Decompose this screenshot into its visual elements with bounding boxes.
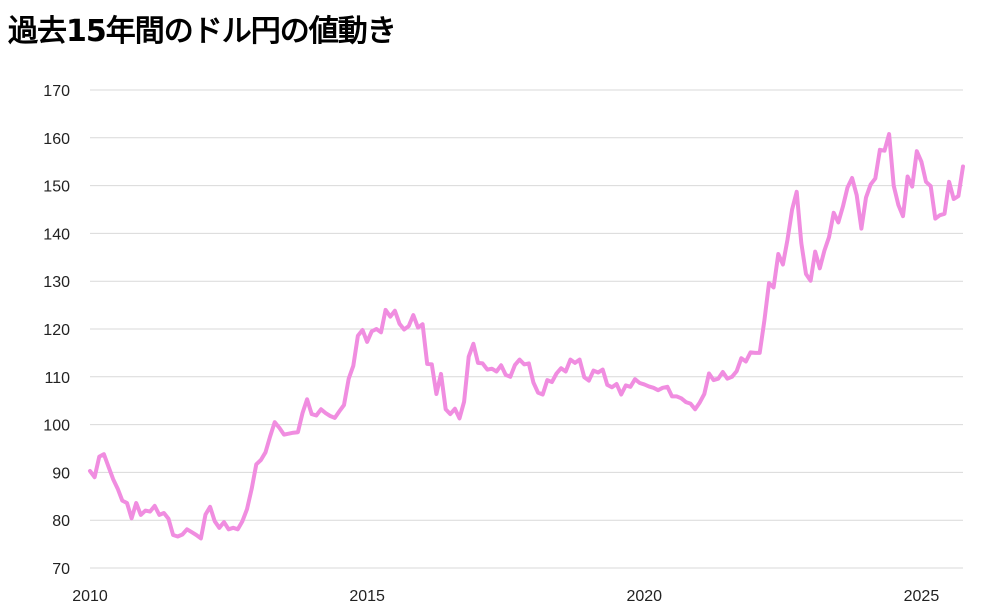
series-layer [88, 132, 965, 541]
y-tick-label: 90 [52, 465, 70, 482]
y-tick-label: 80 [52, 513, 70, 530]
x-axis-ticks: 2010 2015 2020 2025 [72, 588, 939, 605]
y-tick-label: 140 [43, 226, 70, 243]
series-line-0 [88, 132, 965, 541]
y-tick-label: 70 [52, 561, 70, 578]
x-tick-label: 2015 [349, 588, 385, 605]
y-axis-ticks: 70 80 90 100 110 120 130 140 150 160 170 [43, 83, 70, 578]
y-tick-label: 130 [43, 274, 70, 291]
gridlines [90, 89, 963, 569]
x-tick-label: 2025 [904, 588, 940, 605]
y-tick-label: 160 [43, 131, 70, 148]
y-tick-label: 170 [43, 83, 70, 100]
chart-title: 過去15年間のドル円の値動き [8, 14, 397, 49]
y-tick-label: 110 [44, 370, 70, 387]
y-tick-label: 100 [43, 418, 70, 435]
y-tick-label: 120 [43, 322, 70, 339]
x-tick-label: 2010 [72, 588, 108, 605]
y-tick-label: 150 [43, 179, 70, 196]
x-tick-label: 2020 [626, 588, 662, 605]
